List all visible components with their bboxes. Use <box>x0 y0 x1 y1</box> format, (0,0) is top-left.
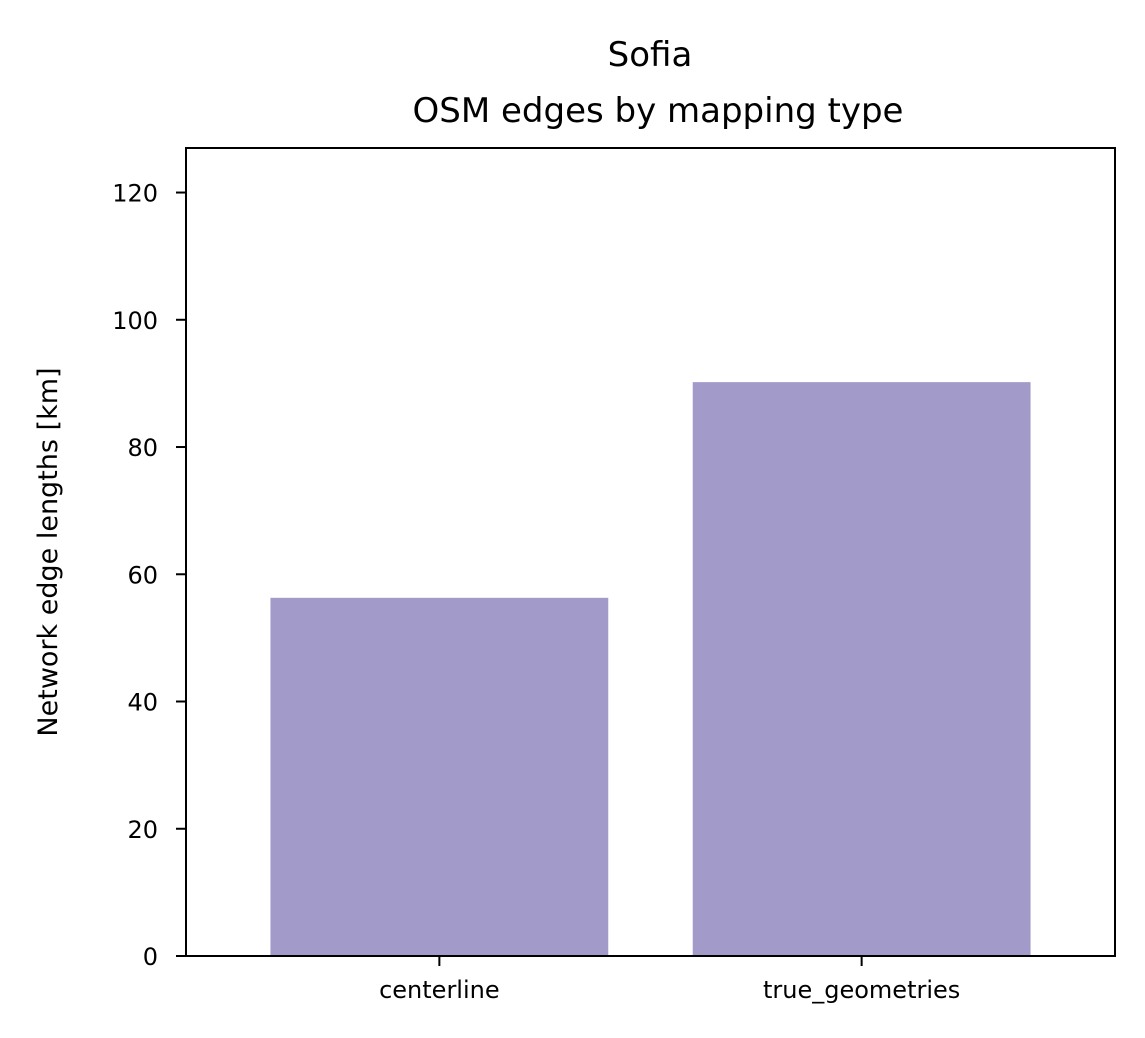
y-tick-label: 40 <box>127 689 158 717</box>
y-tick-label: 60 <box>127 561 158 589</box>
y-tick-label: 0 <box>143 943 158 971</box>
bar-centerline <box>270 597 609 956</box>
y-tick-label: 20 <box>127 816 158 844</box>
y-tick-label: 100 <box>112 307 158 335</box>
bars <box>270 382 1031 956</box>
x-axis-ticks: centerline true_geometries <box>379 956 960 1004</box>
x-tick-label: centerline <box>379 976 500 1004</box>
y-axis-label: Network edge lengths [km] <box>33 367 64 736</box>
y-tick-label: 80 <box>127 434 158 462</box>
chart-title-line-2: OSM edges by mapping type <box>413 91 904 131</box>
x-tick-label: true_geometries <box>763 976 960 1004</box>
bar-true-geometries <box>692 382 1031 956</box>
chart-title: Sofia OSM edges by mapping type <box>413 35 904 131</box>
y-axis-ticks: 0 20 40 60 80 100 120 <box>112 180 186 971</box>
chart-title-line-1: Sofia <box>608 35 693 75</box>
plot-area-frame <box>185 147 1116 957</box>
y-tick-label: 120 <box>112 180 158 208</box>
